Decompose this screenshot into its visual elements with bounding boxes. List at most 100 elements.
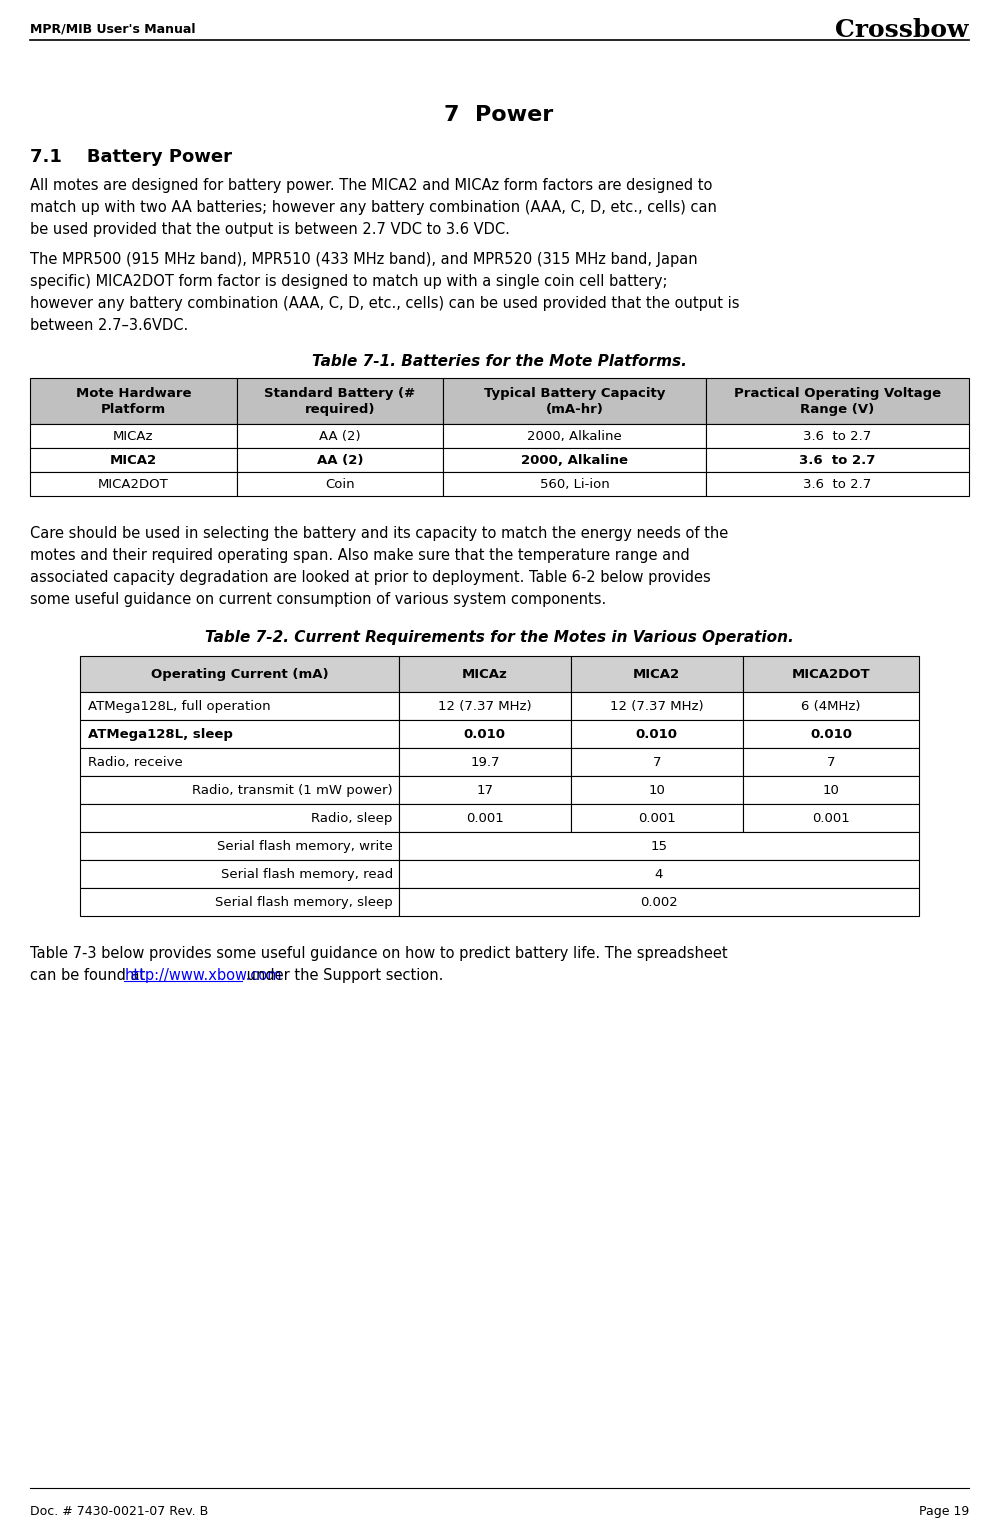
Bar xyxy=(399,656,570,691)
Text: Radio, transmit (1 mW power): Radio, transmit (1 mW power) xyxy=(192,783,393,797)
Bar xyxy=(706,378,969,423)
Text: 15: 15 xyxy=(650,839,667,853)
Bar xyxy=(570,748,743,777)
Text: 0.010: 0.010 xyxy=(464,728,505,740)
Bar xyxy=(399,691,570,720)
Text: Serial flash memory, sleep: Serial flash memory, sleep xyxy=(215,896,393,909)
Text: Practical Operating Voltage: Practical Operating Voltage xyxy=(734,387,941,399)
Bar xyxy=(743,804,919,832)
Text: Radio, receive: Radio, receive xyxy=(88,755,183,769)
Bar xyxy=(570,804,743,832)
Bar xyxy=(399,720,570,748)
Bar xyxy=(444,448,706,472)
Bar xyxy=(706,423,969,448)
Text: Serial flash memory, write: Serial flash memory, write xyxy=(217,839,393,853)
Text: under the Support section.: under the Support section. xyxy=(242,969,444,982)
Bar xyxy=(80,804,399,832)
Text: MICA2: MICA2 xyxy=(110,454,157,466)
Bar xyxy=(80,656,399,691)
Text: 7  Power: 7 Power xyxy=(445,105,553,125)
Text: Table 7-3 below provides some useful guidance on how to predict battery life. Th: Table 7-3 below provides some useful gui… xyxy=(30,946,727,961)
Text: 0.001: 0.001 xyxy=(812,812,850,824)
Text: 0.010: 0.010 xyxy=(810,728,852,740)
Text: specific) MICA2DOT form factor is designed to match up with a single coin cell b: specific) MICA2DOT form factor is design… xyxy=(30,274,667,289)
Text: Range (V): Range (V) xyxy=(800,402,875,416)
Text: match up with two AA batteries; however any battery combination (AAA, C, D, etc.: match up with two AA batteries; however … xyxy=(30,200,717,215)
Text: be used provided that the output is between 2.7 VDC to 3.6 VDC.: be used provided that the output is betw… xyxy=(30,222,509,238)
Bar xyxy=(706,472,969,496)
Text: Platform: Platform xyxy=(101,402,166,416)
Text: Operating Current (mA): Operating Current (mA) xyxy=(151,667,329,681)
Text: between 2.7–3.6VDC.: between 2.7–3.6VDC. xyxy=(30,318,188,334)
Text: 3.6  to 2.7: 3.6 to 2.7 xyxy=(803,478,872,490)
Bar xyxy=(743,748,919,777)
Text: 10: 10 xyxy=(648,783,665,797)
Text: MICAz: MICAz xyxy=(113,429,154,443)
Text: (mA-hr): (mA-hr) xyxy=(545,402,603,416)
Bar xyxy=(80,860,399,888)
Bar xyxy=(237,472,444,496)
Text: required): required) xyxy=(305,402,375,416)
Bar xyxy=(399,804,570,832)
Text: MICA2DOT: MICA2DOT xyxy=(791,667,870,681)
Text: Typical Battery Capacity: Typical Battery Capacity xyxy=(484,387,665,399)
Bar xyxy=(570,720,743,748)
Bar xyxy=(399,888,919,915)
Bar xyxy=(80,832,399,860)
Text: Mote Hardware: Mote Hardware xyxy=(76,387,191,399)
Bar xyxy=(743,720,919,748)
Text: however any battery combination (AAA, C, D, etc., cells) can be used provided th: however any battery combination (AAA, C,… xyxy=(30,295,739,311)
Text: 0.001: 0.001 xyxy=(466,812,503,824)
Text: Crossbow: Crossbow xyxy=(835,18,969,43)
Text: 0.001: 0.001 xyxy=(638,812,675,824)
Text: 6 (4MHz): 6 (4MHz) xyxy=(801,699,861,713)
Text: 19.7: 19.7 xyxy=(471,755,500,769)
Text: http://www.xbow.com: http://www.xbow.com xyxy=(125,969,282,982)
Bar xyxy=(30,472,237,496)
Text: 2000, Alkaline: 2000, Alkaline xyxy=(527,429,622,443)
Bar xyxy=(444,423,706,448)
Text: ATMega128L, full operation: ATMega128L, full operation xyxy=(88,699,271,713)
Text: Standard Battery (#: Standard Battery (# xyxy=(265,387,416,399)
Bar xyxy=(444,378,706,423)
Text: 560, Li-ion: 560, Li-ion xyxy=(539,478,609,490)
Bar xyxy=(237,378,444,423)
Text: MICA2DOT: MICA2DOT xyxy=(98,478,169,490)
Bar xyxy=(30,423,237,448)
Text: 2000, Alkaline: 2000, Alkaline xyxy=(521,454,628,466)
Text: motes and their required operating span. Also make sure that the temperature ran: motes and their required operating span.… xyxy=(30,548,689,564)
Bar xyxy=(743,777,919,804)
Text: Table 7-1. Batteries for the Mote Platforms.: Table 7-1. Batteries for the Mote Platfo… xyxy=(312,353,686,369)
Text: Radio, sleep: Radio, sleep xyxy=(312,812,393,824)
Bar xyxy=(237,423,444,448)
Bar xyxy=(80,777,399,804)
Text: 3.6  to 2.7: 3.6 to 2.7 xyxy=(799,454,876,466)
Text: 7.1    Battery Power: 7.1 Battery Power xyxy=(30,148,232,166)
Text: The MPR500 (915 MHz band), MPR510 (433 MHz band), and MPR520 (315 MHz band, Japa: The MPR500 (915 MHz band), MPR510 (433 M… xyxy=(30,251,697,267)
Text: 7: 7 xyxy=(826,755,835,769)
Bar xyxy=(399,748,570,777)
Bar xyxy=(399,777,570,804)
Text: Doc. # 7430-0021-07 Rev. B: Doc. # 7430-0021-07 Rev. B xyxy=(30,1505,208,1518)
Text: 0.002: 0.002 xyxy=(640,896,677,909)
Bar xyxy=(80,691,399,720)
Text: associated capacity degradation are looked at prior to deployment. Table 6-2 bel: associated capacity degradation are look… xyxy=(30,570,710,585)
Bar xyxy=(743,691,919,720)
Bar xyxy=(80,720,399,748)
Text: ATMega128L, sleep: ATMega128L, sleep xyxy=(88,728,233,740)
Bar xyxy=(30,448,237,472)
Bar xyxy=(570,777,743,804)
Text: MPR/MIB User's Manual: MPR/MIB User's Manual xyxy=(30,21,196,35)
Text: Table 7-2. Current Requirements for the Motes in Various Operation.: Table 7-2. Current Requirements for the … xyxy=(205,631,793,646)
Text: can be found at: can be found at xyxy=(30,969,150,982)
Bar xyxy=(706,448,969,472)
Text: 3.6  to 2.7: 3.6 to 2.7 xyxy=(803,429,872,443)
Text: some useful guidance on current consumption of various system components.: some useful guidance on current consumpt… xyxy=(30,592,606,608)
Text: 10: 10 xyxy=(822,783,839,797)
Bar xyxy=(444,472,706,496)
Bar xyxy=(80,888,399,915)
Bar xyxy=(399,832,919,860)
Text: AA (2): AA (2) xyxy=(319,429,361,443)
Bar xyxy=(237,448,444,472)
Text: MICA2: MICA2 xyxy=(633,667,680,681)
